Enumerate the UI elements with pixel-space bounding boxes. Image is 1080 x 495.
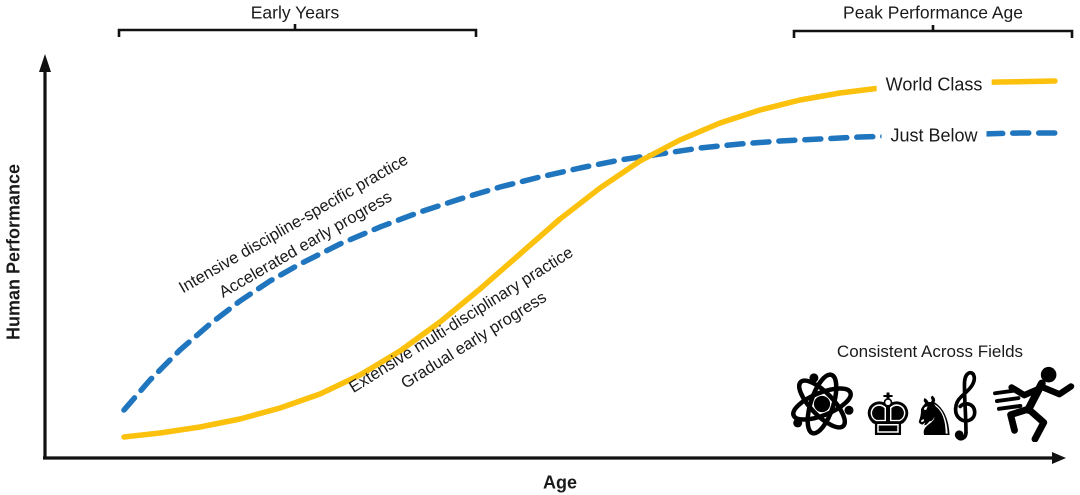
atom-icon [791,372,854,436]
peak-performance-age-bracket [792,25,1074,38]
chess-king-icon: ♚ [862,381,914,449]
just-below-label: Just Below [881,125,987,147]
x-axis-label: Age [542,472,578,493]
top-brackets [117,24,1074,38]
runner-icon [993,366,1075,442]
x-axis-arrowhead [1052,452,1066,464]
early-years-bracket [117,24,478,37]
early-years-label: Early Years [250,2,340,23]
y-axis-arrowhead [39,54,51,72]
treble-clef-icon [953,370,977,441]
y-axis-label: Human Performance [3,163,24,341]
world-class-label: World Class [876,74,992,96]
consistent-across-fields-label: Consistent Across Fields [836,342,1024,361]
chess-pieces-icon: ♚ ♞ [862,385,958,448]
chess-knight-icon: ♞ [910,385,958,448]
peak-performance-age-label: Peak Performance Age [843,2,1023,23]
